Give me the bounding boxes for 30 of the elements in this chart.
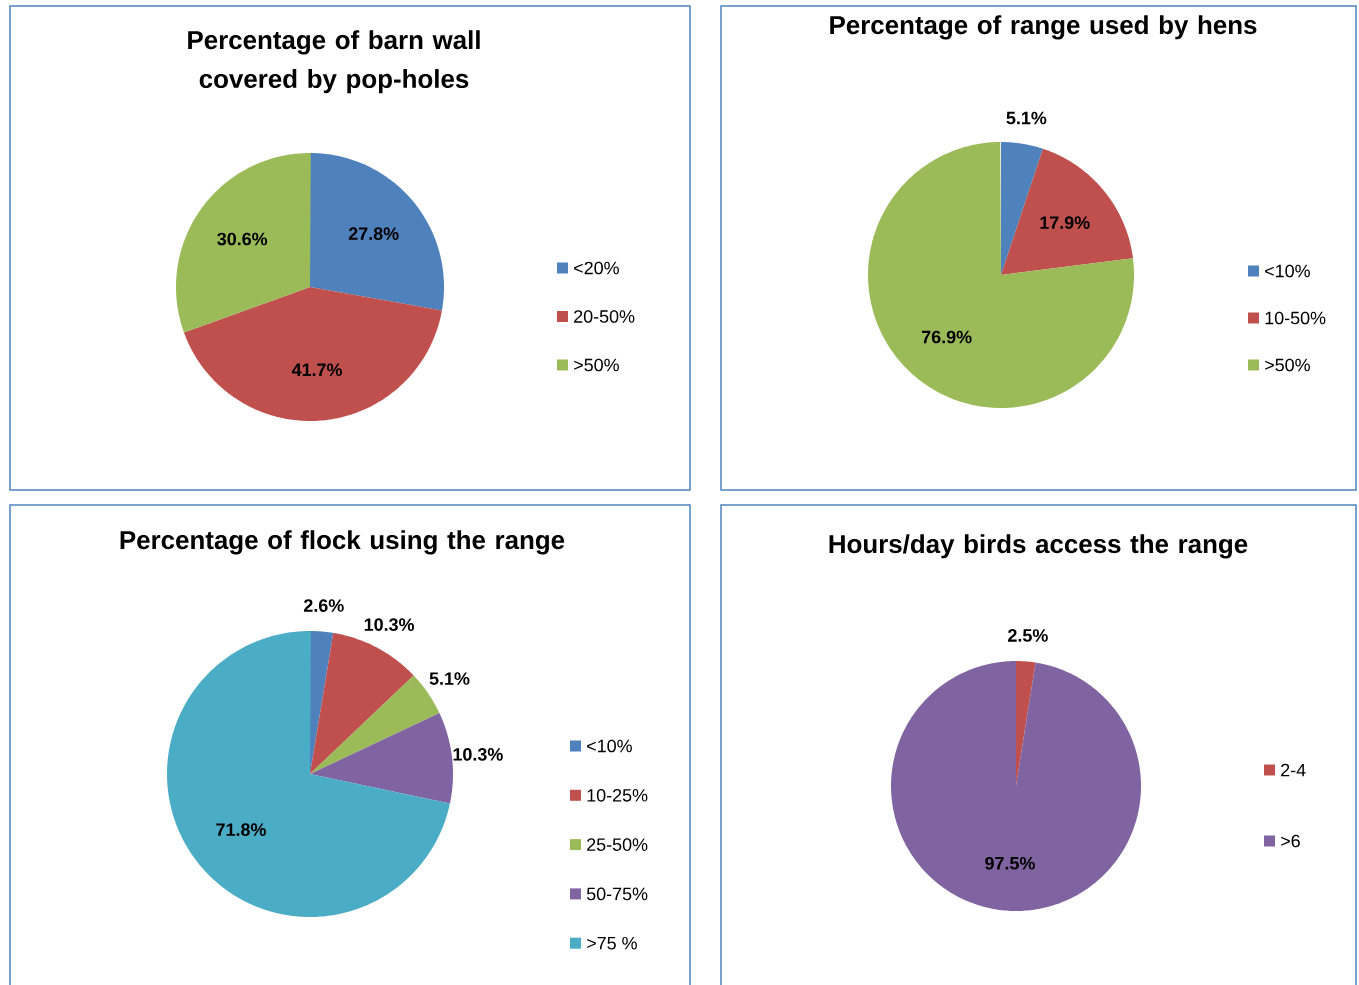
- chart-title: Percentage of barn wall covered by pop-holes: [188, 30, 480, 94]
- legend-label: 10-50%: [1265, 311, 1326, 325]
- data-label: 2.6%: [303, 599, 344, 612]
- data-label: 10.3%: [364, 618, 415, 631]
- chart-title: Percentage of flock using the range: [120, 530, 565, 555]
- chart-title: Percentage of range used by hens: [830, 15, 1257, 40]
- data-label: 5.1%: [1006, 111, 1047, 125]
- legend-label: <10%: [1265, 264, 1310, 278]
- legend-label: >50%: [1265, 358, 1310, 372]
- legend-label: 50-75%: [586, 887, 648, 901]
- legend-label: >50%: [574, 358, 619, 372]
- legend-label: 20-50%: [574, 310, 635, 323]
- data-label: 5.1%: [429, 672, 470, 685]
- chart-title: Hours/day birds access the range: [829, 534, 1248, 559]
- legend-label: <20%: [574, 261, 619, 275]
- data-label: 17.9%: [1040, 216, 1090, 229]
- data-label: 41.7%: [291, 363, 342, 377]
- legend-label: 25-50%: [587, 838, 648, 851]
- data-label: 2.5%: [1008, 629, 1048, 642]
- data-label: 71.8%: [216, 823, 266, 836]
- legend-label: >75 %: [587, 936, 637, 950]
- data-label: 97.5%: [985, 856, 1035, 870]
- data-label: 30.6%: [217, 232, 268, 246]
- data-label: 27.8%: [348, 227, 399, 240]
- legend-label: <10%: [587, 739, 632, 753]
- legend-label: >6: [1281, 834, 1300, 848]
- legend-label: 2-4: [1281, 763, 1306, 777]
- data-label: 76.9%: [922, 330, 972, 344]
- legend-label: 10-25%: [587, 788, 648, 802]
- data-label: 10.3%: [453, 748, 503, 761]
